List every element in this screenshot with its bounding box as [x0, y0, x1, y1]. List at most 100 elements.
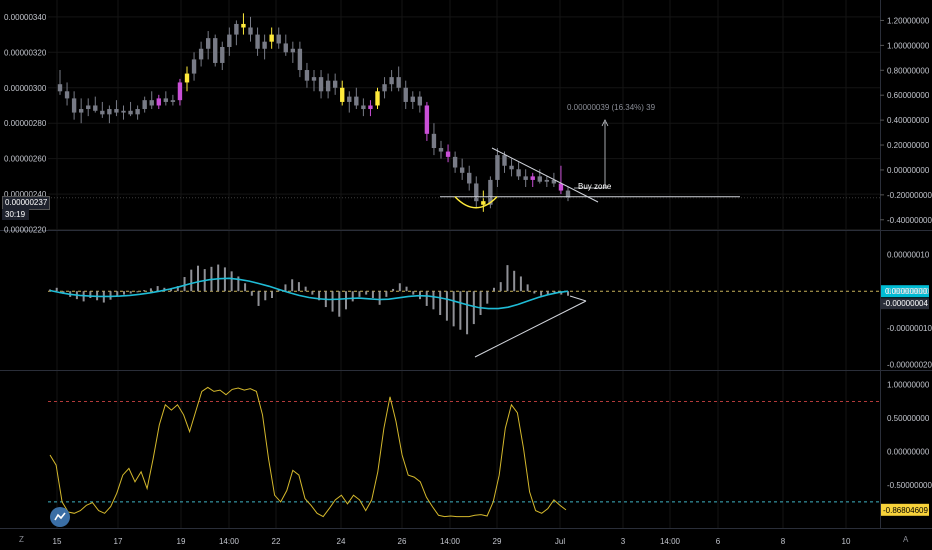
macd-histogram-bar — [499, 282, 502, 292]
candle-body — [78, 109, 84, 113]
candle-body — [71, 98, 77, 113]
macd-histogram-bar — [486, 291, 489, 304]
macd-histogram-bar — [392, 288, 395, 292]
price-right-y-tick: 0.60000000 — [887, 91, 930, 100]
candle-body — [565, 190, 571, 198]
macd-histogram-bar — [345, 291, 347, 310]
macd-histogram-bar — [493, 287, 495, 292]
candle-body — [368, 105, 373, 110]
candle — [459, 158, 465, 180]
macd-histogram-bar — [425, 291, 428, 306]
candle — [481, 190, 486, 212]
candle — [128, 101, 133, 117]
macd-histogram-bar — [257, 291, 260, 306]
candle — [558, 165, 564, 195]
candle-body — [205, 38, 211, 49]
x-tick-label: 14:00 — [660, 537, 681, 546]
candle — [389, 70, 394, 92]
oscillator-pane[interactable]: -0.86804609 — [48, 386, 929, 518]
x-tick-label: 14:00 — [219, 537, 240, 546]
candle-body — [361, 105, 366, 110]
candle-body — [114, 109, 119, 113]
candle-body — [163, 98, 169, 102]
candle — [57, 70, 63, 95]
candle-body — [495, 155, 500, 180]
auto-scale-button[interactable]: A — [903, 535, 909, 544]
candle — [474, 176, 479, 209]
candle — [198, 41, 204, 67]
pane-separators — [0, 0, 932, 529]
candle-body — [93, 105, 98, 111]
macd-second-badge-text: -0.00000004 — [883, 299, 928, 308]
price-y-tick: 0.00000300 — [4, 84, 47, 93]
candle — [149, 91, 154, 110]
macd-histogram-bar — [129, 291, 132, 294]
macd-histogram-bar — [378, 291, 381, 305]
price-right-y-tick: 0.20000000 — [887, 141, 930, 150]
macd-histogram-bar — [338, 291, 341, 317]
candle-body — [128, 110, 133, 115]
price-y-tick: 0.00000280 — [4, 119, 47, 128]
candle-body — [262, 41, 267, 49]
macd-histogram-bar — [472, 291, 475, 325]
triangle-upper-line — [491, 147, 599, 203]
macd-histogram-bar — [237, 276, 240, 292]
candle — [410, 91, 415, 110]
candle — [403, 80, 408, 110]
macd-histogram-bar — [223, 267, 226, 292]
candle-body — [156, 98, 161, 106]
candle-body — [509, 165, 514, 170]
candle-body — [241, 23, 246, 28]
osc-y-tick: 0.50000000 — [887, 414, 930, 423]
macd-histogram-bar — [318, 291, 321, 301]
candle — [107, 105, 112, 124]
osc-value-badge — [881, 503, 929, 516]
candle — [396, 66, 401, 92]
macd-histogram-bar — [519, 276, 522, 292]
candle — [248, 16, 253, 42]
macd-histogram-bar — [331, 291, 334, 312]
price-pane[interactable]: 0.00000039 (16.34%) 39 Buy zone — [48, 13, 880, 212]
candle-body — [403, 87, 408, 102]
candle-body — [389, 77, 394, 85]
candle — [347, 91, 352, 113]
x-tick-label: 17 — [114, 537, 123, 546]
macd-histogram-bar — [371, 291, 374, 299]
candle-body — [332, 80, 338, 88]
candle-body — [530, 176, 535, 180]
macd-histogram-bar — [183, 277, 186, 292]
tradingview-logo-icon[interactable] — [50, 507, 70, 527]
candle-body — [276, 34, 281, 44]
candle-body — [290, 48, 296, 53]
candle-body — [100, 110, 105, 115]
zoom-button[interactable]: Z — [19, 535, 24, 544]
price-y-tick: 0.00000240 — [4, 190, 47, 199]
candle-body — [184, 73, 190, 83]
macd-trend-cap — [569, 295, 587, 302]
price-right-y-tick: -0.40000000 — [887, 216, 932, 225]
measure-label: 0.00000039 (16.34%) 39 — [567, 103, 656, 112]
candle-body — [142, 100, 147, 110]
macd-histogram-bar — [170, 288, 173, 292]
candle-body — [311, 77, 317, 81]
macd-histogram-bar — [412, 291, 415, 295]
candle-body — [382, 84, 387, 92]
macd-histogram-bar — [284, 284, 287, 292]
grid — [48, 0, 880, 528]
candle-body — [191, 59, 197, 74]
macd-pane[interactable]: 0.00000000 -0.00000004 — [48, 264, 929, 358]
candle-body — [234, 23, 239, 35]
candle-body — [170, 100, 176, 102]
x-tick-label: 26 — [398, 537, 407, 546]
candle — [516, 162, 521, 180]
candle-body — [340, 87, 345, 102]
candle — [177, 78, 183, 106]
x-tick-label: 19 — [177, 537, 186, 546]
candle-countdown: 30:19 — [2, 209, 29, 220]
candle — [205, 31, 211, 60]
macd-histogram-bar — [553, 291, 556, 293]
candle-body — [318, 77, 324, 92]
axes: 15 17 19 14:00 22 24 26 14:00 29 Jul 3 14:00 6 8 10 0.0… — [4, 13, 932, 546]
macd-histogram-bar — [149, 288, 152, 292]
